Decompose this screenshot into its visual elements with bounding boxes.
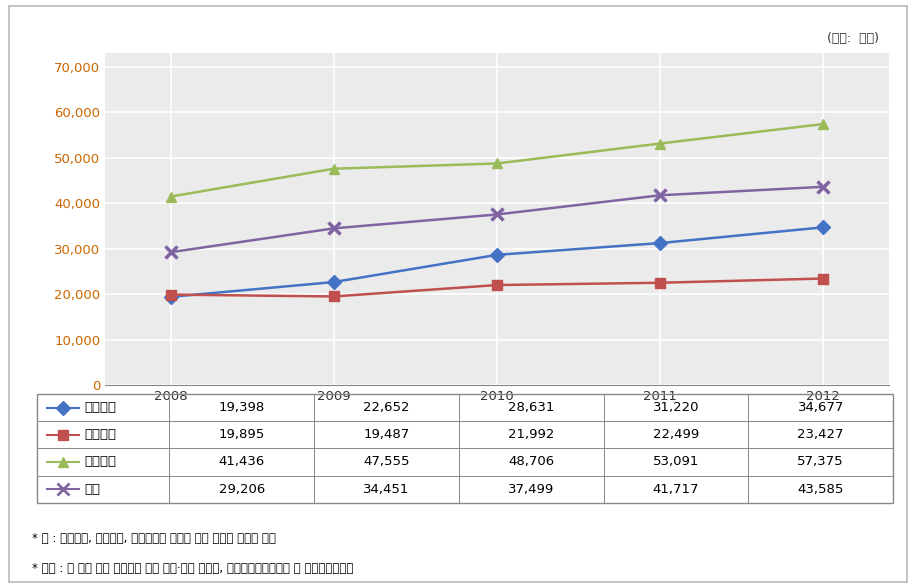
Text: 41,717: 41,717 — [653, 483, 699, 496]
Text: 기타: 기타 — [84, 483, 101, 496]
Text: * 주 : 기초연구, 응용연구, 개발연구에 속하지 않는 연구를 기타로 분류: * 주 : 기초연구, 응용연구, 개발연구에 속하지 않는 연구를 기타로 분… — [32, 532, 276, 545]
Text: 37,499: 37,499 — [508, 483, 554, 496]
Text: 19,487: 19,487 — [364, 428, 409, 441]
Text: 34,677: 34,677 — [798, 401, 844, 414]
Text: 22,652: 22,652 — [364, 401, 409, 414]
Text: 기초연구: 기초연구 — [84, 401, 116, 414]
Text: 53,091: 53,091 — [653, 456, 699, 469]
Text: 응용연구: 응용연구 — [84, 428, 116, 441]
Text: 57,375: 57,375 — [798, 456, 844, 469]
Text: (단위:  억원): (단위: 억원) — [827, 32, 879, 45]
Text: 29,206: 29,206 — [219, 483, 265, 496]
Text: 48,706: 48,706 — [508, 456, 554, 469]
Text: 31,220: 31,220 — [653, 401, 699, 414]
Text: 34,451: 34,451 — [364, 483, 409, 496]
Text: 19,398: 19,398 — [219, 401, 265, 414]
Text: 개발연구: 개발연구 — [84, 456, 116, 469]
Text: 43,585: 43,585 — [798, 483, 844, 496]
Text: 47,555: 47,555 — [364, 456, 409, 469]
Text: * 출처 : 각 년도 국가 연구개발 사업 조사·분석 보고서, 국가과학기술위원회 및 미래창조과학부: * 출처 : 각 년도 국가 연구개발 사업 조사·분석 보고서, 국가과학기술… — [32, 562, 354, 574]
Text: 21,992: 21,992 — [508, 428, 554, 441]
Text: 19,895: 19,895 — [219, 428, 265, 441]
Text: 41,436: 41,436 — [219, 456, 265, 469]
Text: 22,499: 22,499 — [653, 428, 699, 441]
Text: 28,631: 28,631 — [508, 401, 554, 414]
Text: 23,427: 23,427 — [798, 428, 844, 441]
